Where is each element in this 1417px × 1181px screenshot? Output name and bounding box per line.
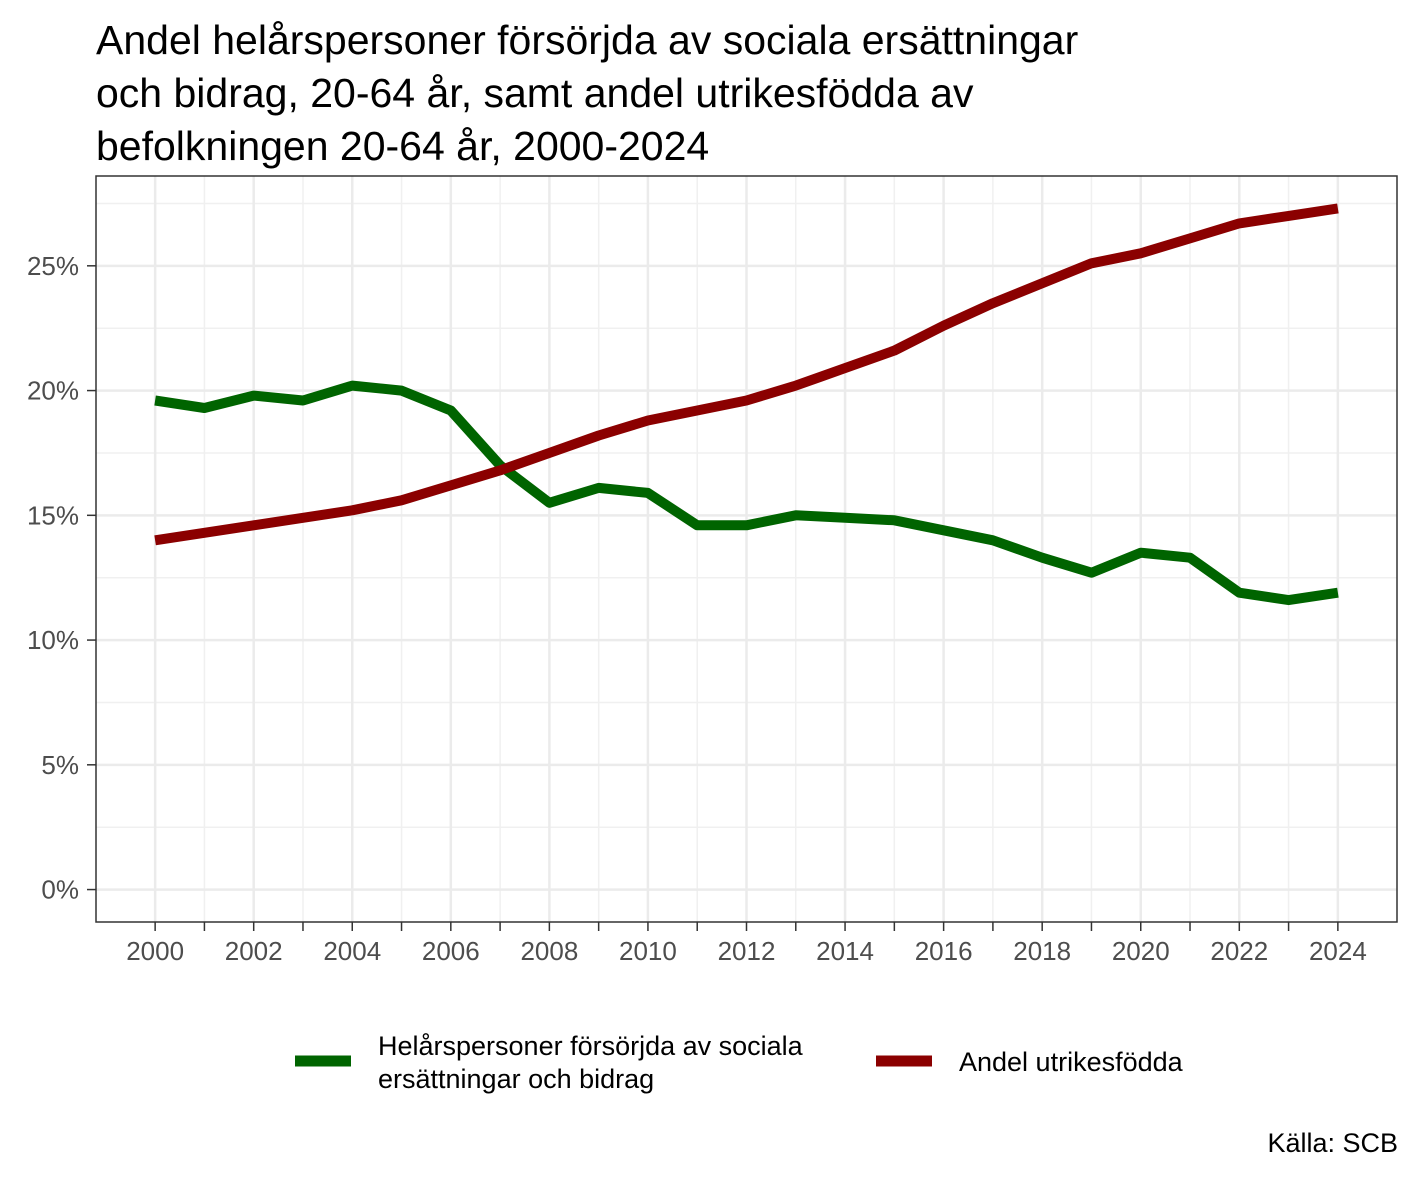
- x-tick-label: 2020: [1112, 936, 1170, 966]
- x-tick-label: 2002: [225, 936, 283, 966]
- y-axis: 0% 5% 10% 15% 20% 25%: [27, 251, 96, 905]
- x-tick-label: 2008: [520, 936, 578, 966]
- x-tick-label: 2018: [1013, 936, 1071, 966]
- x-tick-label: 2006: [422, 936, 480, 966]
- legend-label-2: Andel utrikesfödda: [959, 1047, 1184, 1077]
- chart-title-line: Andel helårspersoner försörjda av social…: [96, 17, 1079, 63]
- series-line-2: [154, 203, 1339, 546]
- x-tick-label: 2016: [915, 936, 973, 966]
- x-axis: 2000 2002 2004 2006 2008 2010 2012 2014 2016 2018…: [126, 922, 1367, 966]
- y-tick-label: 10%: [27, 625, 79, 655]
- x-tick-label: 2000: [126, 936, 184, 966]
- x-tick-label: 2012: [718, 936, 776, 966]
- y-tick-label: 15%: [27, 500, 79, 530]
- x-tick-label: 2024: [1309, 936, 1367, 966]
- x-tick-label: 2022: [1210, 936, 1268, 966]
- y-tick-label: 0%: [41, 875, 79, 905]
- major-grid: [96, 176, 1397, 922]
- legend-label-1-line-2: ersättningar och bidrag: [378, 1064, 654, 1094]
- series-lines: [154, 203, 1339, 606]
- legend: Helårspersoner försörjda av sociala ersä…: [295, 1031, 1184, 1094]
- x-tick-label: 2010: [619, 936, 677, 966]
- source-note: Källa: SCB: [1267, 1128, 1398, 1158]
- legend-label-1-line-1: Helårspersoner försörjda av sociala: [378, 1031, 804, 1061]
- chart-title: Andel helårspersoner försörjda av social…: [96, 14, 1296, 173]
- series-line-1: [154, 380, 1339, 606]
- x-tick-label: 2004: [323, 936, 381, 966]
- y-tick-label: 20%: [27, 376, 79, 406]
- y-tick-label: 5%: [41, 750, 79, 780]
- chart-title-line: befolkningen 20-64 år, 2000-2024: [96, 123, 710, 169]
- chart-title-line: och bidrag, 20-64 år, samt andel utrikes…: [96, 70, 974, 116]
- y-tick-label: 25%: [27, 251, 79, 281]
- x-tick-label: 2014: [816, 936, 874, 966]
